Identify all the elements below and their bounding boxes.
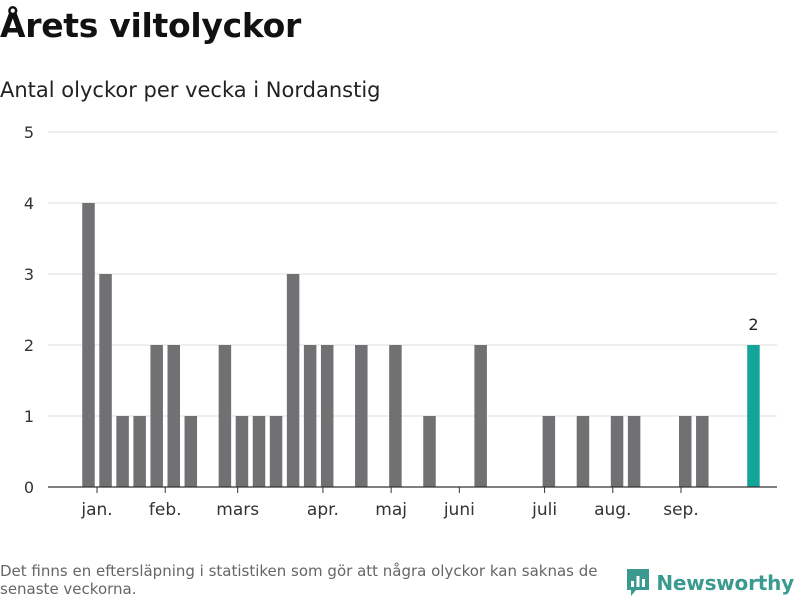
bar <box>576 416 590 487</box>
bar <box>167 345 180 487</box>
y-tick-label: 1 <box>24 407 34 426</box>
x-tick-label: feb. <box>149 500 182 520</box>
bar <box>269 416 283 487</box>
x-tick-label: juni <box>443 500 475 520</box>
bar <box>423 416 436 487</box>
x-tick-label: jan. <box>80 500 112 520</box>
chart-subtitle: Antal olyckor per vecka i Nordanstig <box>0 78 381 102</box>
footer-note: Det finns en eftersläpning i statistiken… <box>0 562 598 598</box>
bar <box>150 345 163 487</box>
bar <box>184 416 198 487</box>
bar <box>696 416 709 487</box>
y-tick-label: 0 <box>24 478 34 497</box>
bar <box>303 345 317 487</box>
x-tick-label: juli <box>531 500 557 520</box>
bar <box>474 345 487 487</box>
x-tick-label: mars <box>216 500 259 520</box>
bar <box>99 274 112 487</box>
bar-chart: 0 1 2 3 4 5 jan. feb. mars apr. maj juni juli aug. sep… <box>24 123 777 520</box>
brand-logo: Newsworthy <box>626 568 794 598</box>
bar <box>286 274 300 487</box>
chart-title: Årets viltolyckor <box>0 6 301 45</box>
bar <box>116 416 129 487</box>
bar <box>82 203 95 487</box>
y-tick-label: 2 <box>24 336 34 355</box>
x-tick-label: maj <box>375 500 407 520</box>
y-tick-label: 5 <box>24 123 34 142</box>
bar <box>355 345 368 487</box>
data-label: 2 <box>748 315 758 334</box>
bar <box>218 345 232 487</box>
bar <box>389 345 402 487</box>
bar <box>235 416 249 487</box>
y-tick-label: 3 <box>24 265 34 284</box>
bar <box>252 416 266 487</box>
bar <box>320 345 334 487</box>
y-tick-label: 4 <box>24 194 34 213</box>
newsworthy-logo-icon <box>627 569 650 596</box>
x-tick-label: sep. <box>663 500 699 520</box>
bar <box>627 416 641 487</box>
brand-name: Newsworthy <box>656 571 794 595</box>
x-tick-label: apr. <box>307 500 339 520</box>
bar <box>542 416 556 487</box>
bar <box>679 416 692 487</box>
bar <box>747 345 760 487</box>
x-tick-label: aug. <box>594 500 631 520</box>
bar <box>610 416 624 487</box>
bar <box>133 416 146 487</box>
